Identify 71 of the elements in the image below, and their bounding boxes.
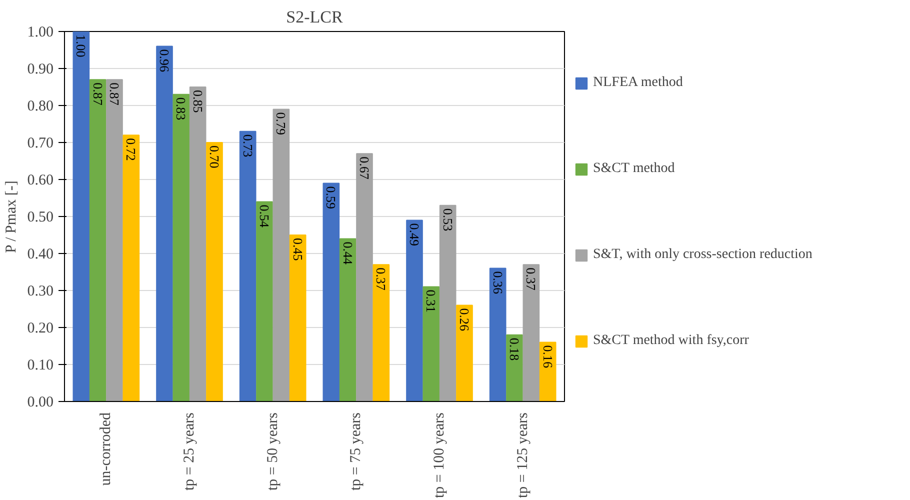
- data-label: 0.59: [324, 186, 339, 209]
- legend-label: NLFEA method: [593, 74, 683, 92]
- legend-label: S&T, with only cross-section reduction: [593, 246, 812, 264]
- bar: [506, 334, 523, 402]
- data-label: 0.67: [357, 156, 372, 180]
- y-tick-label: 0.30: [27, 284, 54, 300]
- x-tick-label: un-corroded: [98, 412, 114, 486]
- bar: [456, 304, 473, 402]
- data-label: 0.87: [107, 82, 122, 106]
- data-label: 0.37: [374, 268, 389, 291]
- y-tick-label: 0.80: [27, 98, 54, 114]
- data-label: 0.26: [457, 308, 472, 332]
- legend-label: S&CT method: [593, 160, 675, 178]
- x-tick-label: tp = 75 years: [348, 412, 364, 491]
- bar: [522, 264, 540, 402]
- bar: [72, 32, 90, 402]
- bar: [356, 153, 373, 402]
- data-label: 0.44: [340, 242, 356, 265]
- bar: [289, 234, 306, 402]
- bar: [189, 86, 206, 402]
- bar: [89, 79, 106, 402]
- bar: [122, 134, 140, 402]
- bar: [156, 46, 173, 402]
- data-label: 0.72: [124, 138, 139, 161]
- y-tick-label: 0.20: [27, 320, 54, 336]
- data-label: 0.70: [207, 146, 222, 168]
- chart-title: S2-LCR: [286, 8, 344, 26]
- y-tick-label: 0.50: [27, 210, 54, 226]
- y-tick-label: 0.00: [27, 394, 54, 410]
- data-label: 0.37: [524, 268, 539, 291]
- bar: [322, 182, 340, 402]
- y-tick-label: 0.70: [27, 136, 54, 152]
- y-axis-title: P / Pmax [-]: [3, 180, 20, 253]
- data-label: 0.73: [240, 134, 256, 158]
- data-label: 0.96: [157, 49, 172, 73]
- bar: [106, 79, 123, 402]
- bar: [172, 94, 190, 402]
- bar: [339, 238, 356, 402]
- y-tick-label: 0.10: [27, 358, 54, 374]
- bar: [206, 142, 223, 402]
- x-tick-label: tp = 25 years: [182, 412, 198, 491]
- bar: [239, 130, 256, 402]
- data-label: 0.54: [257, 204, 272, 228]
- bar: [439, 204, 456, 402]
- data-label: 0.49: [407, 223, 422, 246]
- data-label: 0.87: [90, 82, 106, 106]
- bar: [256, 201, 273, 402]
- y-tick-label: 0.90: [27, 62, 54, 78]
- bar: [422, 286, 440, 402]
- data-label: 0.31: [424, 290, 439, 313]
- data-label: 0.45: [290, 238, 306, 261]
- x-tick-label: tp = 125 years: [514, 412, 531, 498]
- data-label: 0.85: [190, 90, 206, 113]
- data-label: 1.00: [74, 34, 89, 58]
- data-label: 0.36: [490, 271, 506, 295]
- bar: [539, 342, 556, 402]
- data-label: 0.83: [174, 97, 189, 120]
- legend-label: S&CT method with fsy,corr: [593, 332, 749, 350]
- y-tick-label: 0.60: [27, 172, 54, 188]
- data-label: 0.79: [274, 112, 289, 135]
- data-label: 0.53: [440, 208, 456, 232]
- data-label: 0.16: [540, 345, 556, 369]
- bar: [272, 108, 290, 402]
- y-tick-label: 0.40: [27, 246, 54, 262]
- data-label: 0.18: [507, 338, 522, 361]
- x-tick-label: tp = 100 years: [432, 412, 448, 498]
- bar: [406, 220, 423, 402]
- bar: [489, 268, 506, 402]
- bar: [372, 264, 390, 402]
- y-tick-label: 1.00: [27, 24, 54, 40]
- x-tick-label: tp = 50 years: [264, 412, 281, 491]
